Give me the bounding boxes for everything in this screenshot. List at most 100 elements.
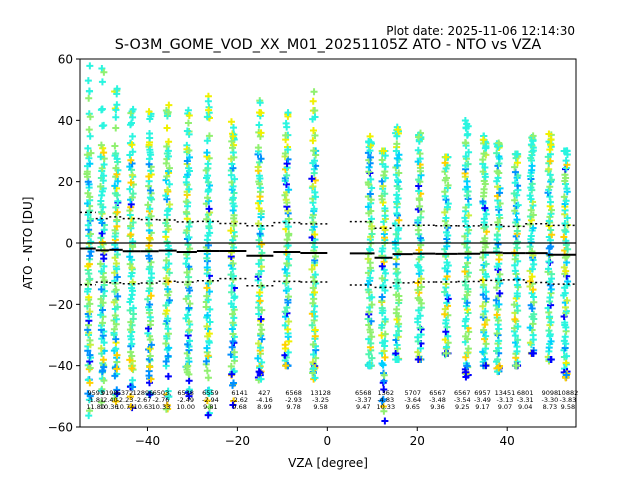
scatter-point [563, 352, 571, 360]
scatter-point [463, 177, 471, 185]
scatter-point [166, 201, 174, 209]
scatter-point [310, 350, 318, 358]
scatter-point [560, 263, 568, 271]
scatter-point [84, 221, 92, 229]
scatter-point [83, 151, 91, 159]
scatter-point [146, 130, 154, 138]
scatter-point [204, 311, 212, 319]
bin-stat: 13128-3.259.58 [310, 389, 331, 411]
y-tick-label: 20 [58, 175, 73, 189]
scatter-point [114, 303, 122, 311]
bin-stat: 13451-3.139.07 [495, 389, 516, 411]
scatter-point [163, 186, 171, 194]
scatter-point [165, 296, 173, 304]
scatter-point [494, 356, 502, 364]
scatter-column [162, 101, 174, 413]
scatter-point [368, 333, 376, 341]
bin-stat-count: 6801 [517, 389, 534, 397]
scatter-point [283, 269, 291, 277]
scatter-point [184, 362, 192, 370]
scatter-point [114, 292, 122, 300]
scatter-point [562, 157, 570, 165]
scatter-point [163, 195, 171, 203]
scatter-point [417, 275, 425, 283]
scatter-point [547, 206, 555, 214]
scatter-point [482, 340, 490, 348]
bin-stat-count: 9593 [87, 389, 104, 397]
scatter-point [146, 352, 154, 360]
scatter-point [379, 395, 387, 403]
scatter-point [311, 231, 319, 239]
scatter-point [442, 316, 450, 324]
scatter-point [392, 230, 400, 238]
scatter-column [364, 132, 376, 370]
scatter-point [482, 332, 490, 340]
scatter-column [83, 62, 95, 420]
scatter-point [530, 310, 538, 318]
scatter-point [228, 137, 236, 145]
scatter-point [164, 285, 172, 293]
scatter-point [146, 391, 154, 399]
scatter-point [84, 189, 92, 197]
scatter-point [463, 120, 471, 128]
scatter-point [562, 197, 570, 205]
scatter-point [482, 142, 490, 150]
scatter-point [97, 311, 105, 319]
scatter-point [378, 156, 386, 164]
scatter-point [162, 274, 170, 282]
bin-stat-mean: -4.83 [377, 396, 394, 404]
scatter-point [229, 132, 237, 140]
scatter-point [479, 156, 487, 164]
bin-stat-std: 10.63 [134, 403, 153, 411]
scatter-point [482, 362, 490, 370]
scatter-point [144, 324, 152, 332]
scatter-point [205, 205, 213, 213]
scatter-point [129, 304, 137, 312]
scatter-point [283, 259, 291, 267]
scatter-column [526, 132, 538, 357]
bin-stat-mean: -3.31 [517, 396, 534, 404]
scatter-point [465, 148, 473, 156]
bin-stat-count: 13451 [495, 389, 516, 397]
scatter-point [417, 283, 425, 291]
scatter-point [479, 238, 487, 246]
bin-stat-mean: -2.67 [135, 396, 152, 404]
scatter-column [144, 108, 156, 399]
scatter-point [394, 176, 401, 184]
scatter-point [205, 132, 213, 140]
scatter-point [511, 196, 519, 204]
scatter-point [368, 301, 376, 309]
scatter-point [311, 243, 319, 251]
scatter-point [392, 255, 400, 263]
bin-stat-mean: -3.49 [474, 396, 491, 404]
scatter-point [493, 244, 501, 252]
scatter-point [563, 296, 571, 304]
scatter-point [311, 326, 319, 334]
bin-stat: 427-4.168.99 [256, 389, 273, 411]
scatter-point [463, 237, 471, 245]
scatter-point [185, 354, 193, 362]
scatter-point [163, 124, 171, 132]
scatter-point [441, 188, 449, 196]
scatter-point [98, 238, 106, 246]
scatter-point [204, 374, 212, 382]
scatter-point [393, 140, 401, 148]
scatter-point [227, 118, 235, 126]
scatter-point [111, 189, 119, 197]
scatter-point [112, 164, 120, 172]
scatter-point [529, 331, 537, 339]
y-tick-label: −60 [48, 421, 73, 435]
scatter-point [254, 144, 262, 152]
scatter-point [529, 147, 537, 155]
scatter-point [378, 274, 386, 282]
scatter-point [205, 330, 213, 338]
scatter-point [378, 359, 386, 367]
scatter-point [492, 296, 500, 304]
scatter-point [129, 238, 137, 246]
scatter-point [97, 285, 105, 293]
scatter-point [480, 215, 488, 223]
y-tick-label: 60 [58, 53, 73, 67]
scatter-point [393, 132, 401, 140]
scatter-point [493, 284, 501, 292]
bin-stat-std: 9.58 [313, 403, 327, 411]
